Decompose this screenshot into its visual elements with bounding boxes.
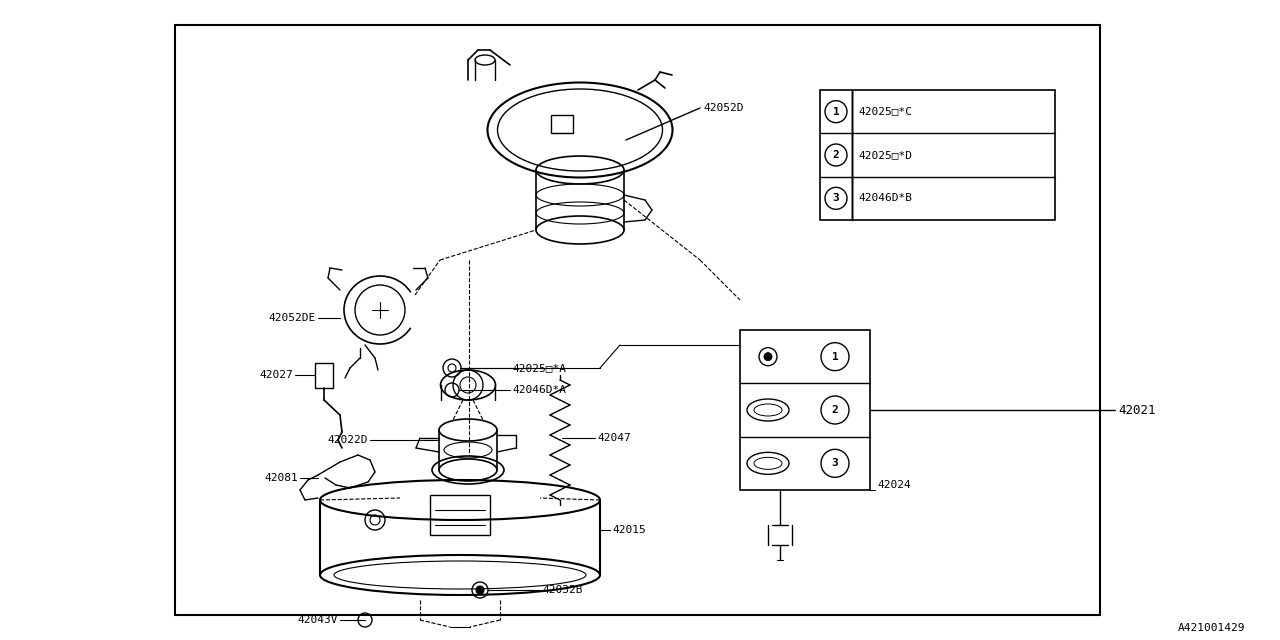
Text: 1: 1 <box>832 107 840 116</box>
Text: 2: 2 <box>832 405 838 415</box>
Text: 2: 2 <box>832 150 840 160</box>
Text: 42025□*C: 42025□*C <box>858 107 911 116</box>
Bar <box>740 330 870 490</box>
Text: 42081: 42081 <box>264 473 298 483</box>
Text: 42046D*B: 42046D*B <box>858 193 911 204</box>
Text: 42022D: 42022D <box>328 435 369 445</box>
Circle shape <box>764 353 772 361</box>
Bar <box>820 90 1055 220</box>
Text: 42043V: 42043V <box>297 615 338 625</box>
Text: 42025□*D: 42025□*D <box>858 150 911 160</box>
Text: 42052D: 42052D <box>703 103 744 113</box>
Bar <box>315 363 333 388</box>
Text: A421001429: A421001429 <box>1178 623 1245 633</box>
Bar <box>430 495 490 535</box>
Bar <box>550 115 573 133</box>
Text: 42015: 42015 <box>612 525 645 535</box>
Circle shape <box>476 586 484 594</box>
Text: 42047: 42047 <box>596 433 631 443</box>
Text: 1: 1 <box>832 351 838 362</box>
Text: 42024: 42024 <box>877 480 911 490</box>
Text: 3: 3 <box>832 193 840 204</box>
Text: 42021: 42021 <box>1117 403 1156 417</box>
Text: 42025□*A: 42025□*A <box>512 363 566 373</box>
Text: 42046D*A: 42046D*A <box>512 385 566 395</box>
Text: 42052DE: 42052DE <box>269 313 316 323</box>
Text: 42027: 42027 <box>260 370 293 380</box>
Text: 3: 3 <box>832 458 838 468</box>
Text: 42032B: 42032B <box>541 585 582 595</box>
